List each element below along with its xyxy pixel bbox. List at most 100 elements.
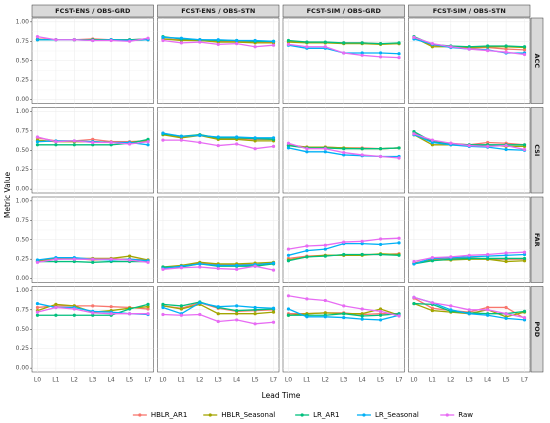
panel (31, 17, 154, 104)
legend-label: LR_Seasonal (375, 411, 419, 419)
point (253, 136, 257, 140)
y-tick-label: 0.50 (16, 57, 30, 64)
point (253, 308, 257, 312)
panel (157, 107, 280, 194)
point (522, 48, 527, 52)
x-tick-label: L3 (340, 377, 347, 384)
point (305, 40, 309, 44)
x-tick-label: L4 (108, 377, 115, 384)
x-tick-label: L3 (89, 377, 96, 384)
point (253, 305, 257, 310)
point (271, 261, 276, 265)
point (360, 312, 364, 316)
point (128, 254, 132, 258)
point (486, 256, 490, 261)
point (486, 49, 490, 53)
legend-label: LR_AR1 (313, 411, 339, 419)
point (379, 309, 383, 313)
point (467, 47, 471, 51)
point (323, 147, 327, 151)
strip (530, 107, 544, 194)
point (323, 40, 327, 44)
point (216, 263, 220, 268)
point (91, 313, 95, 317)
point (179, 313, 183, 317)
point (379, 51, 383, 55)
y-tick-label: 0.75 (16, 217, 30, 224)
point (412, 35, 416, 40)
row-title: FAR (533, 233, 541, 247)
point (379, 252, 383, 257)
point (35, 143, 40, 147)
point (128, 142, 132, 146)
point (323, 298, 327, 303)
point (54, 302, 58, 306)
point (91, 311, 95, 315)
point (504, 44, 508, 48)
x-tick-label: L5 (377, 377, 384, 384)
point (161, 302, 165, 306)
point (216, 305, 220, 309)
point (253, 312, 257, 316)
point (253, 322, 257, 326)
point (430, 308, 434, 313)
point (271, 268, 276, 272)
panel (408, 17, 531, 104)
x-tick-label: L7 (144, 377, 151, 384)
panel (282, 196, 405, 283)
column-title: FCST-ENS / OBS-STN (181, 7, 255, 15)
point (397, 52, 401, 56)
point (522, 259, 527, 263)
x-tick-label: L5 (503, 377, 510, 384)
y-tick-label: 0.75 (16, 38, 30, 45)
point (146, 140, 150, 144)
panel (31, 286, 154, 373)
panel (408, 107, 531, 194)
point (449, 141, 453, 145)
point (379, 237, 383, 241)
point (486, 140, 490, 145)
point (379, 55, 383, 59)
legend-point (138, 413, 142, 417)
panel (157, 17, 280, 104)
y-tick-label: 0.25 (16, 345, 30, 352)
point (397, 56, 401, 60)
point (467, 308, 471, 312)
point (305, 255, 309, 259)
point (430, 42, 434, 46)
point (235, 304, 239, 308)
point (161, 267, 165, 271)
point (54, 38, 58, 42)
point (412, 259, 416, 264)
point (486, 44, 490, 48)
point (342, 41, 346, 45)
point (161, 35, 165, 40)
legend-point (445, 413, 449, 417)
row-title: ACC (533, 53, 541, 68)
point (522, 147, 527, 152)
point (271, 144, 276, 148)
point (128, 312, 132, 316)
point (504, 253, 508, 257)
point (379, 42, 383, 46)
point (198, 265, 202, 269)
point (467, 143, 471, 148)
point (35, 38, 40, 42)
point (179, 304, 183, 308)
point (305, 315, 309, 319)
point (235, 318, 239, 322)
point (412, 262, 416, 266)
point (253, 38, 257, 43)
point (360, 147, 364, 151)
point (198, 140, 202, 145)
point (305, 249, 309, 253)
point (486, 313, 490, 317)
point (342, 312, 346, 316)
y-tick-label: 0.00 (16, 365, 30, 372)
point (467, 312, 471, 316)
point (430, 143, 434, 147)
point (179, 134, 183, 138)
x-tick-label: L7 (395, 377, 402, 384)
point (305, 150, 309, 154)
strip (530, 196, 544, 283)
